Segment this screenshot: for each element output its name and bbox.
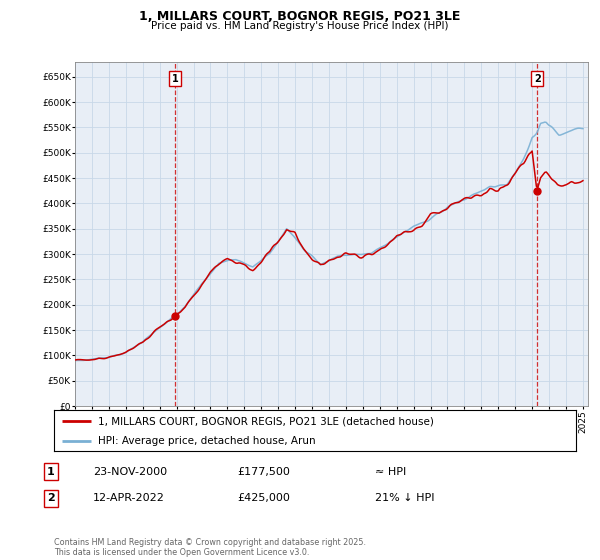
Text: 1: 1 [47, 466, 55, 477]
Text: 12-APR-2022: 12-APR-2022 [93, 493, 165, 503]
Text: 1, MILLARS COURT, BOGNOR REGIS, PO21 3LE: 1, MILLARS COURT, BOGNOR REGIS, PO21 3LE [139, 10, 461, 22]
Text: 21% ↓ HPI: 21% ↓ HPI [375, 493, 434, 503]
Text: 2: 2 [47, 493, 55, 503]
Text: 1: 1 [172, 74, 178, 83]
Text: HPI: Average price, detached house, Arun: HPI: Average price, detached house, Arun [98, 436, 316, 446]
Text: Contains HM Land Registry data © Crown copyright and database right 2025.
This d: Contains HM Land Registry data © Crown c… [54, 538, 366, 557]
Text: 1, MILLARS COURT, BOGNOR REGIS, PO21 3LE (detached house): 1, MILLARS COURT, BOGNOR REGIS, PO21 3LE… [98, 417, 434, 426]
Text: 23-NOV-2000: 23-NOV-2000 [93, 466, 167, 477]
Text: ≈ HPI: ≈ HPI [375, 466, 406, 477]
Text: £177,500: £177,500 [237, 466, 290, 477]
Text: Price paid vs. HM Land Registry's House Price Index (HPI): Price paid vs. HM Land Registry's House … [151, 21, 449, 31]
Text: £425,000: £425,000 [237, 493, 290, 503]
Text: 2: 2 [534, 74, 541, 83]
